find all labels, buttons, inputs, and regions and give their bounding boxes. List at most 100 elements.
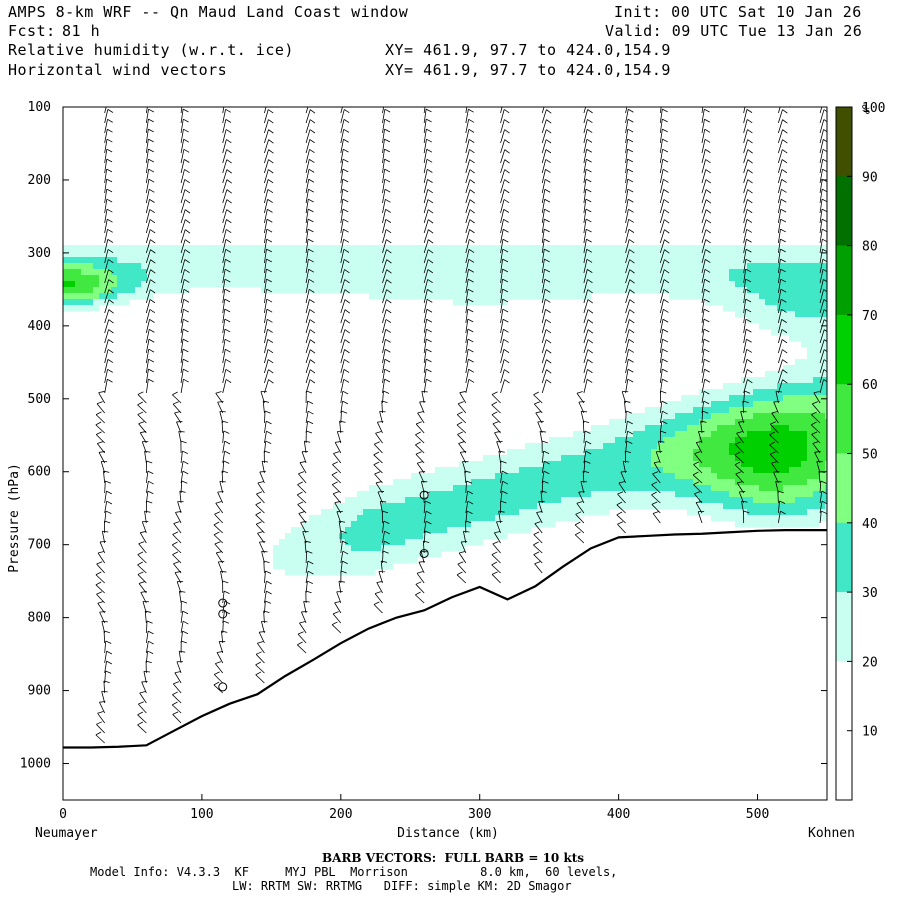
rh-cell	[747, 389, 754, 396]
rh-cell	[609, 455, 616, 462]
rh-cell	[783, 497, 790, 504]
rh-cell	[783, 293, 790, 300]
rh-cell	[585, 503, 592, 510]
rh-cell	[741, 491, 748, 498]
rh-cell	[549, 257, 556, 264]
wind-barb	[423, 339, 427, 354]
wind-barb-flag	[426, 148, 433, 153]
wind-barb-flag	[332, 621, 338, 626]
wind-barb	[659, 249, 665, 264]
rh-cell	[351, 509, 358, 516]
rh-cell	[789, 389, 796, 396]
rh-cell	[285, 539, 292, 546]
rh-cell	[723, 425, 730, 432]
rh-cell	[789, 281, 796, 288]
rh-cell	[795, 467, 802, 474]
calm-wind-circle	[419, 490, 429, 500]
rh-cell	[387, 557, 394, 564]
rh-cell	[771, 503, 778, 510]
rh-cell	[477, 509, 484, 516]
rh-cell	[507, 521, 514, 528]
rh-cell	[123, 245, 130, 252]
rh-cell	[357, 269, 364, 276]
wind-barb	[95, 434, 105, 444]
wind-barb-flag	[585, 188, 592, 193]
wind-barbs	[95, 107, 827, 744]
valid-time: Valid: 09 UTC Tue 13 Jan 26	[605, 22, 863, 40]
wind-barb-flag	[627, 168, 634, 173]
rh-cell	[387, 257, 394, 264]
rh-cell	[621, 503, 628, 510]
rh-cell	[747, 287, 754, 294]
rh-cell	[333, 251, 340, 258]
rh-cell	[765, 263, 772, 270]
wind-barb	[457, 403, 467, 414]
wind-barb-flag	[425, 510, 432, 515]
wind-barb-flag	[700, 420, 707, 423]
rh-cell	[159, 263, 166, 270]
rh-cell	[681, 263, 688, 270]
rh-cell	[789, 437, 796, 444]
rh-cell	[561, 437, 568, 444]
rh-cell	[807, 431, 814, 438]
wind-barb-flag	[342, 208, 349, 213]
rh-cell	[549, 473, 556, 480]
rh-cell	[759, 305, 766, 312]
wind-barb-flag	[266, 268, 272, 273]
wind-barb-flag	[257, 481, 264, 484]
wind-barb	[382, 279, 388, 294]
rh-cell	[225, 263, 232, 270]
wind-barb-flag	[417, 461, 424, 464]
rh-cell	[435, 293, 442, 300]
rh-cell	[699, 293, 706, 300]
rh-cell	[279, 545, 286, 552]
rh-cell	[471, 479, 478, 486]
wind-barb	[301, 451, 307, 464]
wind-barb-flag	[338, 580, 345, 583]
rh-cell	[819, 503, 826, 510]
wind-barb-flag	[308, 188, 314, 193]
wind-barb	[491, 394, 501, 404]
wind-barb-flag	[491, 401, 498, 406]
rh-cell	[459, 269, 466, 276]
wind-barb	[415, 594, 425, 604]
wind-barb	[104, 107, 107, 114]
rh-cell	[747, 515, 754, 522]
rh-cell	[351, 263, 358, 270]
wind-barb	[255, 504, 265, 514]
wind-barb-flag	[693, 461, 700, 465]
rh-cell	[501, 473, 508, 480]
wind-barb	[423, 490, 425, 504]
wind-barb	[423, 259, 429, 274]
wind-barb	[659, 149, 664, 164]
wind-barb-flag	[627, 198, 634, 203]
wind-barb	[382, 179, 386, 194]
rh-cell	[669, 425, 676, 432]
rh-cell	[507, 503, 514, 510]
wind-barb	[743, 379, 748, 394]
rh-cell	[87, 275, 94, 282]
rh-cell	[417, 503, 424, 510]
rh-cell	[699, 449, 706, 456]
rh-cell	[237, 257, 244, 264]
wind-barb	[500, 239, 504, 254]
rh-cell	[729, 245, 736, 252]
wind-barb	[180, 109, 184, 124]
rh-cell	[747, 251, 754, 258]
wind-barb-flag	[491, 561, 498, 566]
rh-cell	[687, 395, 694, 402]
wind-barb-flag	[747, 129, 753, 134]
rh-cell	[345, 503, 352, 510]
rh-cell	[747, 413, 754, 420]
rh-cell	[327, 281, 334, 288]
rh-cell	[783, 287, 790, 294]
wind-barb-flag	[385, 309, 392, 314]
rh-cell	[813, 329, 820, 336]
rh-cell	[507, 275, 514, 282]
rh-cell	[219, 269, 226, 276]
wind-barb-flag	[494, 531, 501, 534]
wind-barb	[659, 259, 665, 274]
wind-barb	[422, 540, 425, 554]
rh-cell	[633, 245, 640, 252]
wind-barb	[264, 369, 269, 384]
